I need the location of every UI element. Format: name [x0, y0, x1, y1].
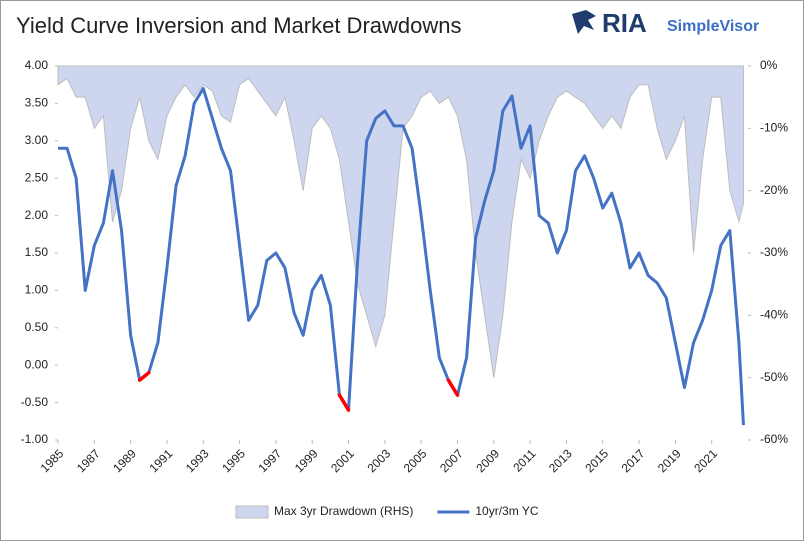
brand: RIA — [602, 8, 647, 38]
line — [58, 86, 745, 426]
y2-tick-label: 0% — [760, 58, 778, 72]
y2-tick-label: -50% — [760, 370, 788, 384]
y-tick-label: 2.50 — [25, 170, 49, 184]
y-tick-label: 2.00 — [25, 208, 49, 222]
negative-segment — [137, 370, 151, 382]
chart-title: Yield Curve Inversion and Market Drawdow… — [16, 13, 462, 38]
y-tick-label: 3.00 — [25, 133, 49, 147]
y-tick-label: -1.00 — [21, 432, 49, 446]
y2-tick-label: -10% — [760, 121, 788, 135]
y-tick-label: 0.00 — [25, 357, 49, 371]
y2-tick-label: -40% — [760, 308, 788, 322]
y-tick-label: 1.00 — [25, 283, 49, 297]
y-tick-label: 0.50 — [25, 320, 49, 334]
y-tick-label: -0.50 — [21, 395, 49, 409]
negative-segment — [337, 393, 351, 412]
legend-label: Max 3yr Drawdown (RHS) — [274, 504, 413, 518]
y-tick-label: 4.00 — [25, 58, 49, 72]
legend-label: 10yr/3m YC — [475, 504, 538, 518]
product: SimpleVisor — [667, 18, 759, 35]
y-tick-label: 3.50 — [25, 96, 49, 110]
y2-tick-label: -60% — [760, 432, 788, 446]
drawdown-area — [57, 65, 744, 378]
legend-swatch — [235, 505, 269, 519]
y-tick-label: 1.50 — [25, 245, 49, 259]
y2-tick-label: -30% — [760, 245, 788, 259]
y2-tick-label: -20% — [760, 183, 788, 197]
negative-segment — [446, 378, 460, 397]
logo-icon — [572, 10, 596, 34]
